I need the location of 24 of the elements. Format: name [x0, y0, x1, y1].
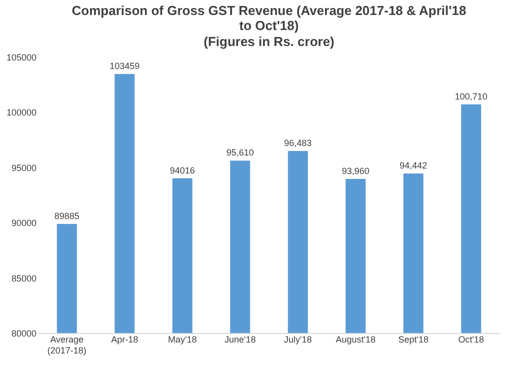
- data-label: 100,710: [454, 91, 488, 102]
- x-tick-label: Oct'18: [458, 334, 484, 344]
- y-tick-label: 100000: [6, 108, 36, 118]
- y-tick-label: 85000: [11, 273, 36, 284]
- data-label: 94,442: [400, 160, 428, 171]
- data-label: 96,483: [284, 138, 312, 148]
- x-tick-label: Apr-18: [111, 334, 138, 344]
- chart-title: Comparison of Gross GST Revenue (Average 2017-18 & April'18 to Oct'18): [72, 3, 466, 33]
- y-tick-label: 80000: [11, 328, 36, 338]
- x-tick-label: August'18: [336, 334, 376, 344]
- x-tick-label: May'18: [168, 334, 197, 344]
- chart-subtitle: (Figures in Rs. crore): [204, 34, 334, 49]
- y-tick-label: 95000: [11, 162, 36, 173]
- data-label: 95,610: [226, 148, 254, 158]
- x-tick-label: June'18: [224, 334, 256, 344]
- y-tick-label: 105000: [6, 52, 36, 62]
- y-tick-label: 90000: [11, 218, 36, 228]
- x-tick-label: Average (2017-18): [47, 334, 86, 356]
- data-label: 103459: [110, 61, 140, 72]
- data-label: 94016: [170, 165, 195, 176]
- data-label: 93,960: [342, 166, 370, 176]
- data-label: 89885: [54, 210, 80, 221]
- x-tick-label: July'18: [284, 334, 312, 344]
- x-tick-label: Sept'18: [398, 334, 428, 344]
